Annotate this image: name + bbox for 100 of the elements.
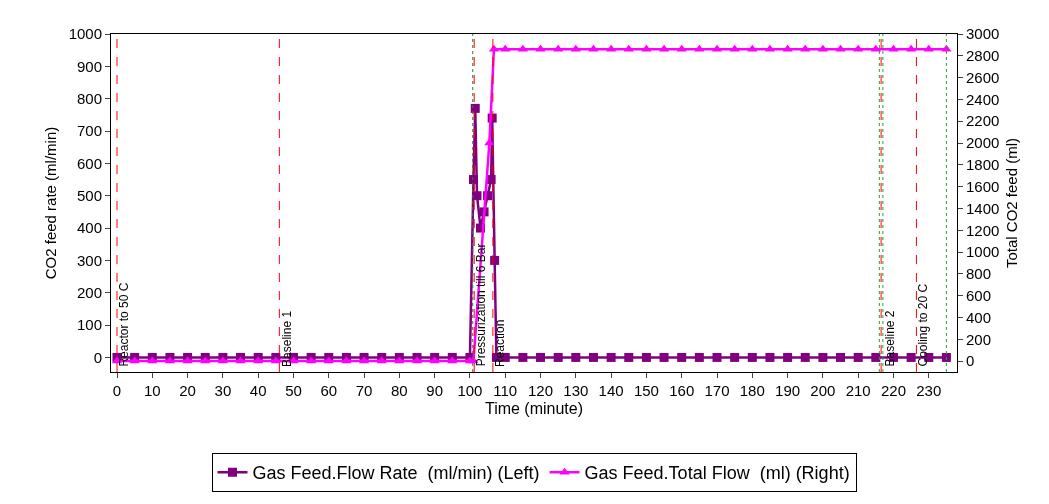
point xyxy=(500,44,511,52)
x-tick-label: 190 xyxy=(775,382,801,399)
point xyxy=(553,352,563,362)
legend-label: Gas Feed.Total Flow (ml) (Right) xyxy=(584,463,850,484)
y-tick-label: 100 xyxy=(76,316,102,334)
x-tick-label: 100 xyxy=(457,382,483,399)
x-tick-label: 120 xyxy=(528,382,554,399)
y-axis-title: CO2 feed rate (ml/min) xyxy=(41,126,59,280)
point xyxy=(659,352,669,362)
x-tick-label: 130 xyxy=(563,382,589,399)
y-tick-label: 600 xyxy=(76,154,102,172)
x-tick-label: 40 xyxy=(249,382,267,399)
x-tick-label: 30 xyxy=(214,382,232,399)
point xyxy=(588,44,599,52)
point xyxy=(923,44,934,52)
point xyxy=(588,352,598,362)
x-tick-label: 90 xyxy=(426,382,443,399)
x-tick-label: 150 xyxy=(633,382,659,399)
x-tick-label: 20 xyxy=(179,382,196,399)
y2-tick-label: 1400 xyxy=(966,199,1000,217)
x-tick-label: 80 xyxy=(391,382,408,399)
point xyxy=(677,352,687,362)
y-tick-label: 500 xyxy=(76,186,102,204)
point xyxy=(729,44,740,52)
point xyxy=(468,175,478,185)
y2-tick-label: 1800 xyxy=(966,156,1000,174)
y-tick-label: 200 xyxy=(76,284,102,302)
legend-label: Gas Feed.Flow Rate (ml/min) (Left) xyxy=(252,463,540,484)
ref-line-label: Baseline 1 xyxy=(279,310,294,367)
y2-tick-label: 400 xyxy=(966,308,992,326)
y2-tick-label: 2800 xyxy=(966,47,1000,65)
point xyxy=(484,138,495,146)
point xyxy=(747,44,758,52)
y2-tick-label: 200 xyxy=(966,330,992,348)
y-tick-label: 0 xyxy=(93,348,102,366)
point xyxy=(800,352,810,362)
y2-tick-label: 2600 xyxy=(966,68,1000,86)
point xyxy=(676,44,687,52)
x-tick-label: 50 xyxy=(285,382,302,399)
ref-line-label: Cooling to 20 C xyxy=(916,283,931,367)
y-tick-label: 400 xyxy=(76,219,102,237)
point xyxy=(941,352,951,362)
y2-tick-label: 1600 xyxy=(966,177,1000,195)
point xyxy=(835,44,846,52)
point xyxy=(470,103,480,113)
y2-tick-label: 800 xyxy=(966,265,992,283)
y-tick-label: 900 xyxy=(76,57,102,75)
point xyxy=(818,352,828,362)
point xyxy=(800,44,811,52)
y2-tick-label: 1000 xyxy=(966,243,1000,261)
point xyxy=(606,352,616,362)
point xyxy=(694,352,704,362)
x-tick-label: 160 xyxy=(669,382,695,399)
x-tick-label: 0 xyxy=(112,382,122,399)
point xyxy=(782,44,793,52)
point xyxy=(536,352,546,362)
y2-tick-label: 2000 xyxy=(966,134,1000,152)
point xyxy=(747,352,757,362)
y2-tick-label: 2400 xyxy=(966,90,1000,108)
point xyxy=(730,352,740,362)
point xyxy=(836,352,846,362)
x-tick-label: 170 xyxy=(704,382,730,399)
point xyxy=(641,352,651,362)
point xyxy=(712,352,722,362)
point xyxy=(147,356,158,364)
ref-line-label: Reaction xyxy=(492,319,507,367)
ref-line-label: Reactor to 50 C xyxy=(117,282,132,367)
point xyxy=(641,44,652,52)
x-tick-label: 230 xyxy=(916,382,942,399)
point xyxy=(853,352,863,362)
point xyxy=(906,352,916,362)
ref-line-label: Baseline 2 xyxy=(883,310,898,367)
y2-axis-title: Total CO2 feed (ml) xyxy=(1003,137,1021,269)
y-tick-label: 800 xyxy=(76,89,102,107)
y2-tick-label: 600 xyxy=(966,286,992,304)
y2-tick-label: 0 xyxy=(966,352,975,370)
y2-tick-label: 3000 xyxy=(966,25,1000,43)
x-tick-label: 180 xyxy=(739,382,765,399)
point xyxy=(783,352,793,362)
y-tick-label: 700 xyxy=(76,122,102,140)
x-tick-label: 70 xyxy=(355,382,373,399)
x-tick-label: 200 xyxy=(810,382,836,399)
x-axis-title: Time (minute) xyxy=(484,399,584,417)
point xyxy=(765,352,775,362)
x-tick-label: 10 xyxy=(143,382,161,399)
y-tick-label: 300 xyxy=(76,251,102,269)
point xyxy=(871,352,881,362)
y-tick-label: 1000 xyxy=(68,25,102,43)
x-tick-label: 60 xyxy=(320,382,338,399)
x-tick-label: 110 xyxy=(493,382,518,399)
point xyxy=(888,44,899,52)
y2-tick-label: 1200 xyxy=(966,221,1000,239)
point xyxy=(623,44,634,52)
ref-line-label: Pressurization till 6 Bar xyxy=(474,243,489,367)
point xyxy=(535,44,546,52)
y2-tick-label: 2200 xyxy=(966,112,1000,130)
point xyxy=(624,352,634,362)
x-tick-label: 220 xyxy=(880,382,906,399)
x-tick-label: 140 xyxy=(598,382,624,399)
point xyxy=(571,352,581,362)
